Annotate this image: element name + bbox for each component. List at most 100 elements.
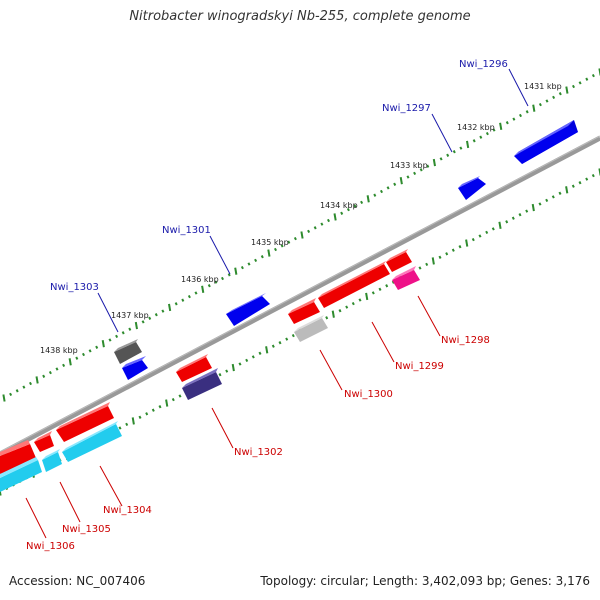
minor-tick xyxy=(472,139,476,143)
minor-tick xyxy=(125,422,129,427)
minor-tick xyxy=(221,276,224,281)
minor-tick xyxy=(258,351,262,355)
gene-arrow-nwi-1298[interactable] xyxy=(392,266,420,290)
minor-tick xyxy=(207,284,211,288)
minor-tick xyxy=(327,218,330,223)
minor-tick xyxy=(413,171,417,176)
minor-tick xyxy=(571,184,575,188)
gene-arrow-red-5[interactable] xyxy=(288,298,320,324)
minor-tick xyxy=(118,426,122,430)
minor-tick xyxy=(227,273,231,277)
minor-tick xyxy=(558,92,562,96)
minor-tick xyxy=(274,247,277,252)
gene-label-nwi-1301[interactable]: Nwi_1301 xyxy=(162,225,211,236)
minor-tick xyxy=(141,320,145,324)
gene-label-nwi-1296[interactable]: Nwi_1296 xyxy=(459,59,508,70)
major-tick xyxy=(498,221,502,229)
minor-tick xyxy=(161,309,165,313)
minor-tick xyxy=(479,135,483,139)
minor-tick xyxy=(82,352,85,357)
minor-tick xyxy=(346,207,350,212)
minor-tick xyxy=(75,356,79,360)
gene-arrow-nwi-1306[interactable] xyxy=(0,457,42,492)
minor-tick xyxy=(426,164,430,168)
gene-arrow-gray[interactable] xyxy=(114,339,142,364)
major-tick xyxy=(101,340,105,348)
minor-tick xyxy=(459,146,463,150)
gene-arrow-nwi-1297[interactable] xyxy=(458,176,486,200)
leader-line-nwi-1297 xyxy=(431,113,453,153)
minor-tick xyxy=(214,280,218,284)
minor-tick xyxy=(148,316,152,320)
gene-label-nwi-1302[interactable]: Nwi_1302 xyxy=(234,447,283,458)
minor-tick xyxy=(406,175,410,179)
minor-tick xyxy=(178,394,182,398)
kbp-label: 1435 kbp xyxy=(251,238,289,247)
gene-arrow-red-3[interactable] xyxy=(56,402,114,442)
minor-tick xyxy=(485,230,489,235)
major-tick xyxy=(231,363,235,372)
minor-tick xyxy=(285,337,289,341)
minor-tick xyxy=(505,121,509,125)
gene-label-nwi-1306[interactable]: Nwi_1306 xyxy=(26,541,75,552)
minor-tick xyxy=(492,128,496,132)
gene-arrow-red-1[interactable] xyxy=(0,440,36,474)
minor-tick xyxy=(525,209,529,213)
minor-tick xyxy=(585,77,589,81)
major-tick xyxy=(131,417,135,425)
gene-label-nwi-1305[interactable]: Nwi_1305 xyxy=(62,524,111,535)
minor-tick xyxy=(358,298,362,302)
minor-tick xyxy=(452,150,456,154)
major-tick xyxy=(2,394,6,402)
kbp-label: 1433 kbp xyxy=(390,161,428,170)
minor-tick xyxy=(572,84,575,89)
minor-tick xyxy=(108,338,112,342)
gene-label-nwi-1300[interactable]: Nwi_1300 xyxy=(344,389,393,400)
gene-label-nwi-1297[interactable]: Nwi_1297 xyxy=(382,103,431,114)
minor-tick xyxy=(325,316,329,320)
gene-arrow-nwi-1304[interactable] xyxy=(62,421,122,462)
gene-arrow-red-7[interactable] xyxy=(386,249,412,272)
major-tick xyxy=(365,292,369,301)
minor-tick xyxy=(353,204,357,208)
major-tick xyxy=(432,158,436,167)
kbp-label: 1431 kbp xyxy=(524,82,562,91)
gene-label-nwi-1304[interactable]: Nwi_1304 xyxy=(103,505,152,516)
gene-label-nwi-1298[interactable]: Nwi_1298 xyxy=(441,335,490,346)
minor-tick xyxy=(419,168,423,172)
map-title: Nitrobacter winogradskyi Nb-255, complet… xyxy=(129,9,471,24)
gene-arrow-nwi-1296[interactable] xyxy=(514,120,578,164)
minor-tick xyxy=(95,345,99,349)
major-tick xyxy=(168,303,172,312)
minor-tick xyxy=(351,301,355,306)
minor-tick xyxy=(458,245,462,249)
gene-arrow-nwi-1302[interactable] xyxy=(182,368,222,400)
minor-tick xyxy=(558,191,562,195)
minor-tick xyxy=(254,258,258,263)
minor-tick xyxy=(88,349,92,353)
major-tick xyxy=(265,346,269,354)
minor-tick xyxy=(171,397,175,402)
minor-tick xyxy=(55,367,59,371)
minor-tick xyxy=(138,415,142,419)
gene-arrow-red-4[interactable] xyxy=(176,354,212,382)
gene-arrow-red-2[interactable] xyxy=(34,431,54,452)
minor-tick xyxy=(345,305,349,309)
gene-arrow-nwi-1300[interactable] xyxy=(294,315,328,342)
minor-tick xyxy=(291,333,295,338)
minor-tick xyxy=(545,198,549,203)
major-tick xyxy=(35,376,39,384)
minor-tick xyxy=(313,226,317,230)
major-tick xyxy=(134,321,138,330)
gene-arrow-nwi-1305[interactable] xyxy=(42,449,62,472)
gene-label-nwi-1299[interactable]: Nwi_1299 xyxy=(395,361,444,372)
minor-tick xyxy=(128,327,132,331)
minor-tick xyxy=(491,227,495,231)
gene-label-nwi-1303[interactable]: Nwi_1303 xyxy=(50,282,99,293)
major-tick xyxy=(333,213,337,221)
gene-arrow-red-6[interactable] xyxy=(318,261,390,308)
gene-arrow-nwi-1301[interactable] xyxy=(226,293,270,326)
gene-arrow-nwi-1303[interactable] xyxy=(122,356,148,380)
minor-tick xyxy=(280,244,284,248)
minor-tick xyxy=(478,234,482,238)
